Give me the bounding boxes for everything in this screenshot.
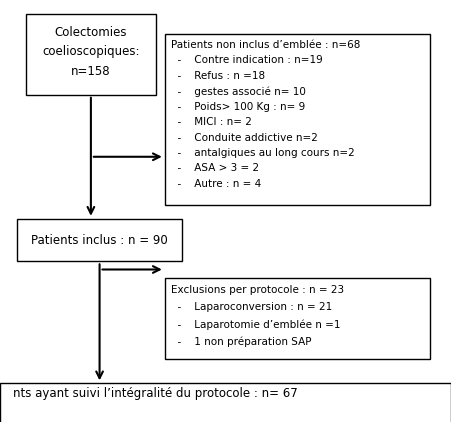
Text: Exclusions per protocole : n = 23: Exclusions per protocole : n = 23 xyxy=(171,285,345,295)
Text: -    MICI : n= 2: - MICI : n= 2 xyxy=(171,117,252,127)
Text: -    antalgiques au long cours n=2: - antalgiques au long cours n=2 xyxy=(171,148,355,158)
Text: nts ayant suivi l’intégralité du protocole : n= 67: nts ayant suivi l’intégralité du protoco… xyxy=(13,387,298,400)
Bar xyxy=(26,14,156,95)
Bar xyxy=(165,34,430,205)
Text: -    Poids> 100 Kg : n= 9: - Poids> 100 Kg : n= 9 xyxy=(171,102,305,112)
Text: -    1 non préparation SAP: - 1 non préparation SAP xyxy=(171,336,312,346)
Text: n=158: n=158 xyxy=(71,65,110,78)
Text: -    Laparotomie d’emblée n =1: - Laparotomie d’emblée n =1 xyxy=(171,319,341,330)
Text: -    Contre indication : n=19: - Contre indication : n=19 xyxy=(171,55,323,65)
Text: -    Refus : n =18: - Refus : n =18 xyxy=(171,71,265,81)
Text: -    ASA > 3 = 2: - ASA > 3 = 2 xyxy=(171,163,259,173)
Text: Patients inclus : n = 90: Patients inclus : n = 90 xyxy=(31,233,168,246)
Bar xyxy=(0,383,451,422)
Bar xyxy=(165,278,430,359)
Text: -    Laparoconversion : n = 21: - Laparoconversion : n = 21 xyxy=(171,302,332,312)
Text: Colectomies: Colectomies xyxy=(55,26,127,39)
Text: -    gestes associé n= 10: - gestes associé n= 10 xyxy=(171,86,306,97)
Text: Patients non inclus d’emblée : n=68: Patients non inclus d’emblée : n=68 xyxy=(171,40,361,50)
Bar xyxy=(17,219,182,261)
Text: coelioscopiques:: coelioscopiques: xyxy=(42,45,140,58)
Text: -    Autre : n = 4: - Autre : n = 4 xyxy=(171,179,262,189)
Text: -    Conduite addictive n=2: - Conduite addictive n=2 xyxy=(171,133,318,143)
